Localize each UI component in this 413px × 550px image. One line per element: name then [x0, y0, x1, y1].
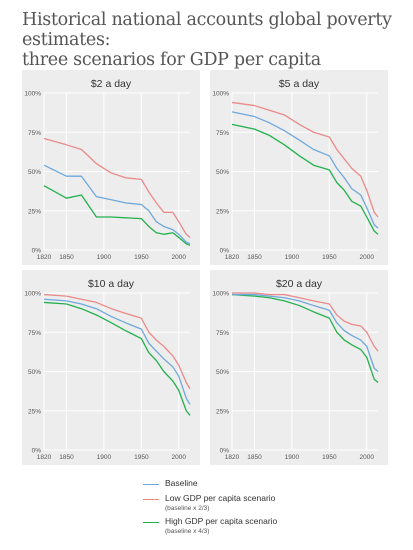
y-tick-label: 25%: [216, 408, 229, 415]
x-tick-label: 2000: [172, 254, 187, 261]
series-line-high: [231, 123, 379, 235]
y-tick-label: 50%: [28, 369, 41, 376]
x-tick-label: 1820: [37, 254, 52, 261]
x-tick-label: 2000: [360, 454, 375, 461]
series-line-low: [43, 293, 191, 390]
series-line-high: [43, 301, 191, 416]
y-tick-label: 25%: [216, 208, 229, 215]
y-tick-label: 0%: [32, 248, 42, 255]
y-tick-label: 100%: [24, 91, 41, 98]
panel-plot: 0% 25% 50% 75% 100% 1820 1850 1900 1950 2000: [24, 91, 191, 261]
y-tick-label: 50%: [216, 169, 229, 176]
y-tick-label: 0%: [32, 448, 42, 455]
y-tick-label: 25%: [28, 208, 41, 215]
series-line-baseline: [43, 298, 191, 405]
x-tick-label: 2000: [360, 254, 375, 261]
legend-label-low: Low GDP per capita scenario: [165, 493, 276, 503]
x-tick-label: 1850: [59, 454, 74, 461]
legend-sub-high: (baseline x 4/3): [165, 528, 210, 535]
x-tick-label: 1950: [134, 254, 149, 261]
x-tick-label: 1900: [97, 254, 112, 261]
y-tick-label: 0%: [220, 448, 230, 455]
panel-title: $5 a day: [278, 78, 320, 90]
panel-plot: 0% 25% 50% 75% 100% 1820 1850 1900 1950 2000: [212, 91, 379, 261]
x-tick-label: 1950: [134, 454, 149, 461]
panel-title: $10 a day: [87, 278, 135, 290]
panel-plot: 0% 25% 50% 75% 100% 1820 1850 1900 1950 2000: [24, 291, 191, 461]
series-line-baseline: [43, 164, 191, 245]
panel-2-a-day: $2 a day 0% 25% 50% 75% 100% 1820 1850 1900 1950…: [22, 70, 200, 265]
x-tick-label: 1850: [247, 254, 262, 261]
x-tick-label: 1900: [285, 454, 300, 461]
y-tick-label: 0%: [220, 248, 230, 255]
panel-title: $2 a day: [90, 78, 132, 90]
legend-swatch-high: [143, 522, 159, 523]
x-tick-label: 1850: [59, 254, 74, 261]
x-tick-label: 1950: [322, 254, 337, 261]
y-tick-label: 75%: [216, 330, 229, 337]
x-tick-label: 1950: [322, 454, 337, 461]
series-line-low: [43, 137, 191, 238]
y-tick-label: 75%: [28, 130, 41, 137]
legend-swatch-low: [143, 499, 159, 500]
y-tick-label: 50%: [216, 369, 229, 376]
series-line-low: [232, 292, 379, 352]
legend-label-baseline: Baseline: [165, 478, 198, 488]
chart-title-line2: three scenarios for GDP per capita: [22, 50, 321, 70]
y-tick-label: 75%: [28, 330, 41, 337]
y-tick-label: 25%: [28, 408, 41, 415]
y-tick-label: 75%: [216, 130, 229, 137]
x-tick-label: 1820: [225, 454, 240, 461]
series-line-baseline: [232, 293, 379, 372]
chart-title-line1: Historical national accounts global pove…: [22, 10, 392, 50]
y-tick-label: 100%: [212, 291, 229, 298]
y-tick-label: 100%: [24, 291, 41, 298]
legend-label-high: High GDP per capita scenario: [165, 516, 278, 526]
series-line-baseline: [231, 111, 379, 229]
x-tick-label: 1900: [97, 454, 112, 461]
y-tick-label: 100%: [212, 91, 229, 98]
x-tick-label: 1820: [37, 454, 52, 461]
x-tick-label: 1850: [247, 454, 262, 461]
x-tick-label: 1900: [285, 254, 300, 261]
panel-10-a-day: $10 a day 0% 25% 50% 75% 100% 1820 1850 1900 195…: [22, 270, 200, 465]
panel-plot: 0% 25% 50% 75% 100% 1820 1850 1900 1950 2000: [212, 291, 379, 461]
panel-5-a-day: $5 a day 0% 25% 50% 75% 100% 1820 1850 1900 1950…: [210, 70, 388, 265]
panel-title: $20 a day: [275, 278, 323, 290]
legend-sub-low: (baseline x 2/3): [165, 505, 210, 512]
legend-swatch-baseline: [143, 484, 159, 485]
x-tick-label: 2000: [172, 454, 187, 461]
x-tick-label: 1820: [225, 254, 240, 261]
y-tick-label: 50%: [28, 169, 41, 176]
series-line-high: [231, 293, 379, 383]
panel-20-a-day: $20 a day 0% 25% 50% 75% 100% 1820 1850 1900 195…: [210, 270, 388, 465]
series-line-low: [231, 101, 379, 218]
chart-title: Historical national accounts global pove…: [22, 10, 402, 70]
series-line-high: [43, 185, 191, 246]
